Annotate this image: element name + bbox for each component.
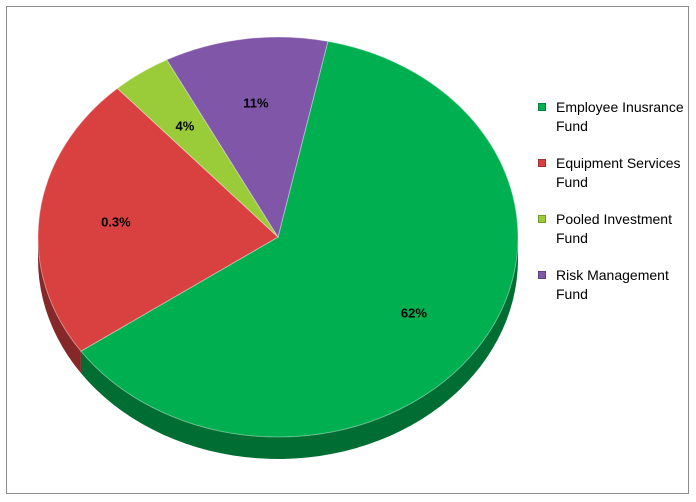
legend-item-equipment-services-fund: Equipment Services Fund	[536, 154, 686, 192]
legend-label: Risk Management Fund	[556, 267, 669, 302]
legend-label: Pooled Investment Fund	[556, 211, 672, 246]
legend-swatch	[538, 159, 546, 167]
pie-data-label: 11%	[243, 95, 269, 110]
legend-swatch	[538, 103, 546, 111]
pie-data-label: 0.3%	[101, 214, 131, 229]
legend-label: Equipment Services Fund	[556, 155, 681, 190]
legend-item-risk-management-fund: Risk Management Fund	[536, 266, 686, 304]
legend-label: Employee Inusrance Fund	[556, 99, 684, 134]
pie-slice	[116, 59, 279, 238]
pie-depth	[38, 237, 519, 459]
legend: Employee Inusrance Fund Equipment Servic…	[536, 98, 686, 304]
legend-item-pooled-investment-fund: Pooled Investment Fund	[536, 210, 686, 248]
legend-item-employee-insurance-fund: Employee Inusrance Fund	[536, 98, 686, 136]
legend-swatch	[538, 215, 546, 223]
pie-slice-side	[38, 237, 81, 374]
pie-data-label: 62%	[401, 305, 427, 320]
pie-slice	[37, 87, 279, 352]
pie-slice	[80, 40, 519, 438]
legend-swatch	[538, 271, 546, 279]
pie-slice	[166, 36, 329, 239]
pie-data-label: 4%	[176, 118, 195, 133]
